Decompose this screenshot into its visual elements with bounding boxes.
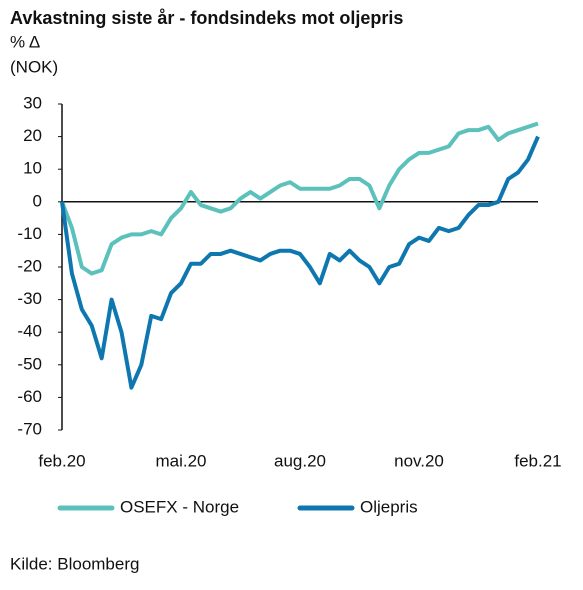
x-tick-label: nov.20 [394,451,444,470]
legend-label: Oljepris [360,497,418,516]
y-tick-label: -30 [17,289,42,308]
y-axis-label: % Δ [10,32,40,51]
y-unit-label: (NOK) [10,57,58,76]
x-tick-label: aug.20 [274,451,326,470]
legend-label: OSEFX - Norge [120,497,239,516]
y-tick-label: 10 [23,159,42,178]
y-tick-label: -50 [17,354,42,373]
y-tick-label: -20 [17,256,42,275]
y-tick-label: -60 [17,387,42,406]
y-tick-label: -70 [17,419,42,438]
y-tick-label: -10 [17,224,42,243]
y-tick-label: -40 [17,322,42,341]
chart-title: Avkastning siste år - fondsindeks mot ol… [10,8,403,28]
x-tick-label: mai.20 [155,451,206,470]
line-series [60,121,539,276]
y-tick-label: 30 [23,93,42,112]
x-tick-label: feb.21 [514,451,561,470]
y-tick-label: 0 [33,191,42,210]
y-tick-label: 20 [23,126,42,145]
x-tick-label: feb.20 [38,451,85,470]
source: Kilde: Bloomberg [10,554,139,573]
line-series [60,135,540,390]
